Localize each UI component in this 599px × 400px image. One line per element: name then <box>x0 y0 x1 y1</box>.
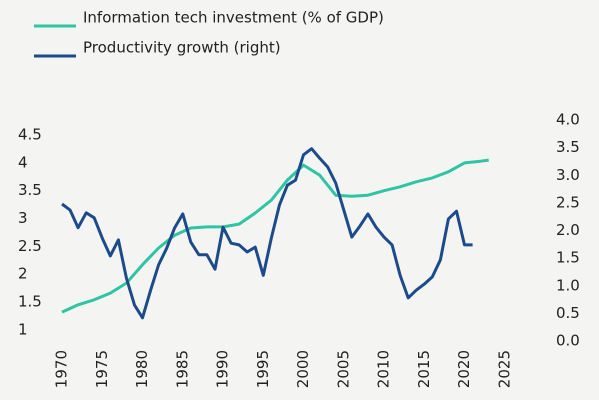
y-tick-label: 3.5 <box>18 181 42 199</box>
x-tick-label: 1995 <box>254 350 272 388</box>
y2-tick-label: 1.0 <box>556 276 580 294</box>
series-line <box>61 158 489 314</box>
y2-tick-label: 3.0 <box>556 166 580 184</box>
x-tick-label: 1970 <box>53 350 71 388</box>
x-tick-label: 1990 <box>214 350 232 388</box>
y-tick-label: 4.5 <box>18 126 42 144</box>
x-tick-label: 2010 <box>375 350 393 388</box>
y2-tick-label: 2.0 <box>556 221 580 239</box>
y2-tick-label: 1.5 <box>556 249 580 267</box>
legend-label: Information tech investment (% of GDP) <box>83 9 384 27</box>
y-tick-label: 1 <box>18 320 28 338</box>
y-tick-label: 4 <box>18 153 28 171</box>
x-tick-label: 2020 <box>455 350 473 388</box>
x-tick-label: 2025 <box>495 350 513 388</box>
y2-tick-label: 3.5 <box>556 138 580 156</box>
legend-label: Productivity growth (right) <box>83 39 281 57</box>
y2-tick-label: 0.5 <box>556 304 580 322</box>
x-tick-label: 1975 <box>93 350 111 388</box>
x-tick-label: 1985 <box>173 350 191 388</box>
y2-tick-label: 2.5 <box>556 193 580 211</box>
y-tick-label: 3 <box>18 209 28 227</box>
y-tick-label: 1.5 <box>18 293 42 311</box>
y2-tick-label: 0.0 <box>556 332 580 350</box>
x-tick-label: 1980 <box>133 350 151 388</box>
y-tick-label: 2 <box>18 265 28 283</box>
x-tick-label: 2005 <box>334 350 352 388</box>
x-tick-label: 2000 <box>294 350 312 388</box>
x-tick-label: 2015 <box>415 350 433 388</box>
y-tick-label: 2.5 <box>18 237 42 255</box>
y2-tick-label: 4.0 <box>556 111 580 129</box>
series-line <box>61 147 473 320</box>
